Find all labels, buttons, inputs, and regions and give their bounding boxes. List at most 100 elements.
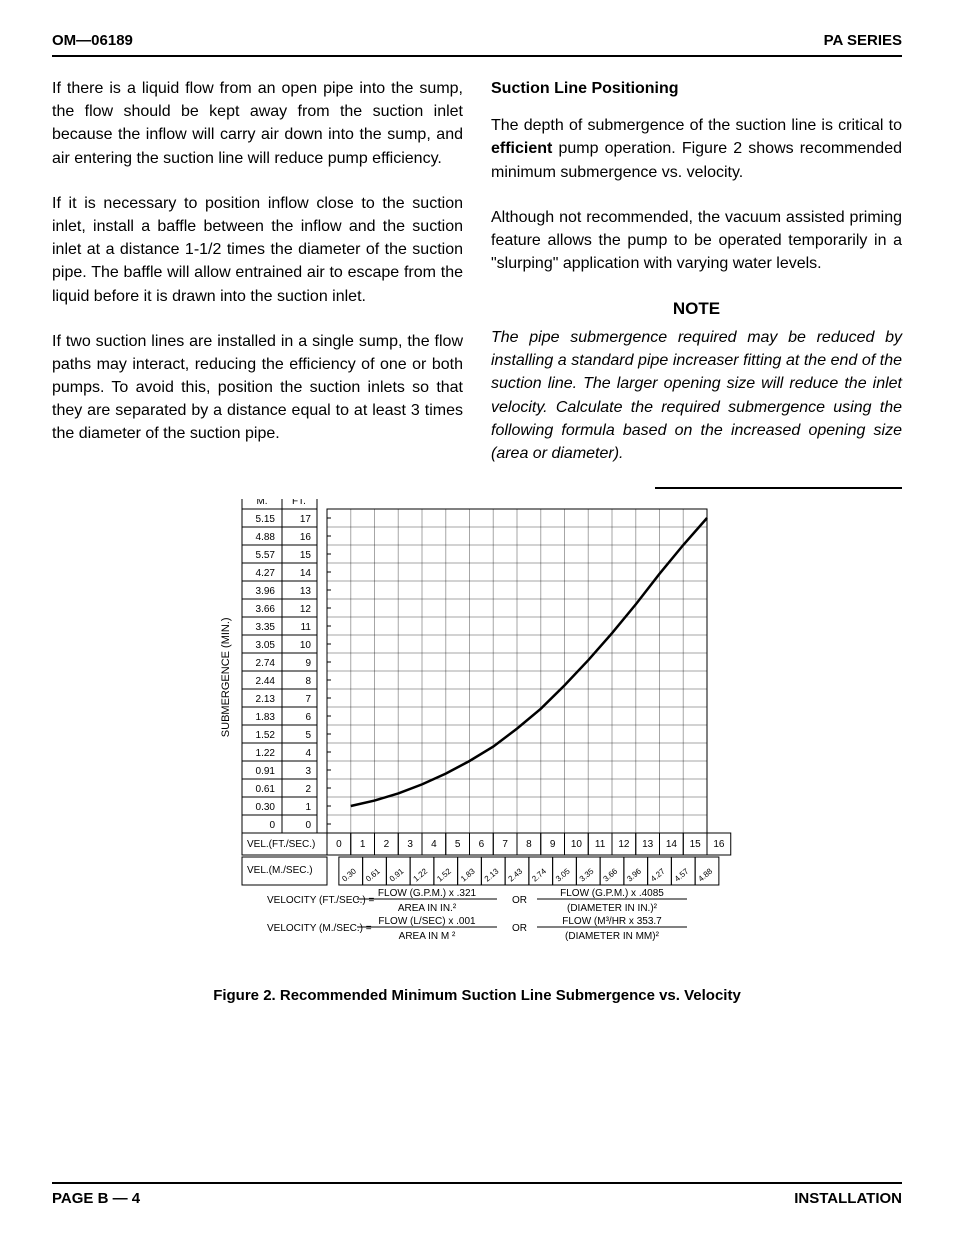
svg-text:VELOCITY (FT./SEC.) =: VELOCITY (FT./SEC.) =	[267, 895, 374, 906]
section-head-suction-line: Suction Line Positioning	[491, 77, 902, 100]
svg-text:FLOW (G.P.M.) x .4085: FLOW (G.P.M.) x .4085	[560, 888, 664, 899]
svg-text:4.27: 4.27	[256, 568, 276, 579]
para-two-suction-lines: If two suction lines are installed in a …	[52, 330, 463, 446]
svg-text:(DIAMETER IN MM)²: (DIAMETER IN MM)²	[565, 931, 660, 942]
svg-text:15: 15	[690, 839, 702, 850]
svg-text:0.91: 0.91	[256, 766, 276, 777]
two-column-body: If there is a liquid flow from an open p…	[52, 77, 902, 489]
svg-text:2: 2	[305, 784, 311, 795]
svg-text:2.74: 2.74	[530, 866, 548, 883]
page: OM—06189 PA SERIES If there is a liquid …	[0, 0, 954, 1235]
svg-text:5.57: 5.57	[256, 550, 276, 561]
svg-text:0.91: 0.91	[388, 866, 406, 883]
svg-text:2.74: 2.74	[256, 658, 276, 669]
svg-text:3: 3	[407, 839, 413, 850]
svg-text:10: 10	[300, 640, 312, 651]
note-heading: NOTE	[491, 297, 902, 322]
text: The depth of submergence of the suction …	[491, 117, 902, 134]
svg-text:1.22: 1.22	[412, 866, 430, 883]
svg-text:4.88: 4.88	[256, 532, 276, 543]
svg-text:4: 4	[431, 839, 437, 850]
svg-text:0: 0	[269, 820, 275, 831]
svg-text:11: 11	[595, 839, 606, 850]
svg-text:(DIAMETER IN IN.)²: (DIAMETER IN IN.)²	[567, 903, 658, 914]
svg-text:5: 5	[455, 839, 461, 850]
svg-text:FLOW (M³/HR x 353.7: FLOW (M³/HR x 353.7	[562, 916, 662, 927]
svg-text:OR: OR	[512, 923, 527, 934]
svg-text:16: 16	[300, 532, 312, 543]
svg-text:7: 7	[305, 694, 311, 705]
page-header: OM—06189 PA SERIES	[52, 32, 902, 57]
svg-text:SUBMERGENCE (MIN.): SUBMERGENCE (MIN.)	[220, 617, 232, 737]
para-liquid-flow: If there is a liquid flow from an open p…	[52, 77, 463, 170]
svg-text:6: 6	[305, 712, 311, 723]
svg-text:3.96: 3.96	[625, 866, 643, 883]
svg-text:9: 9	[550, 839, 556, 850]
svg-text:5: 5	[305, 730, 311, 741]
page-footer: PAGE B — 4 INSTALLATION	[52, 1182, 902, 1207]
svg-text:3.66: 3.66	[256, 604, 276, 615]
svg-text:11: 11	[301, 622, 312, 633]
left-column: If there is a liquid flow from an open p…	[52, 77, 463, 489]
svg-text:0.61: 0.61	[364, 866, 382, 883]
svg-text:1.52: 1.52	[256, 730, 276, 741]
svg-text:3: 3	[305, 766, 311, 777]
svg-text:14: 14	[666, 839, 678, 850]
svg-text:8: 8	[305, 676, 311, 687]
svg-text:1.22: 1.22	[256, 748, 276, 759]
svg-text:FLOW (G.P.M.) x .321: FLOW (G.P.M.) x .321	[378, 888, 477, 899]
svg-text:7: 7	[502, 839, 508, 850]
svg-text:2.13: 2.13	[256, 694, 276, 705]
figure-caption: Figure 2. Recommended Minimum Suction Li…	[52, 987, 902, 1004]
svg-text:10: 10	[571, 839, 583, 850]
svg-text:1.52: 1.52	[435, 866, 453, 883]
svg-text:0.30: 0.30	[340, 866, 358, 883]
svg-text:8: 8	[526, 839, 532, 850]
svg-text:3.35: 3.35	[578, 866, 596, 883]
para-submergence: The depth of submergence of the suction …	[491, 114, 902, 184]
svg-text:VEL.(FT./SEC.): VEL.(FT./SEC.)	[247, 839, 315, 850]
svg-text:13: 13	[642, 839, 654, 850]
svg-text:17: 17	[300, 514, 312, 525]
text: pump operation. Figure 2 shows recommend…	[491, 140, 902, 180]
svg-text:2.13: 2.13	[483, 866, 501, 883]
svg-text:FLOW (L/SEC) x .001: FLOW (L/SEC) x .001	[378, 916, 476, 927]
para-baffle: If it is necessary to position inflow cl…	[52, 192, 463, 308]
svg-text:1.83: 1.83	[459, 866, 477, 883]
svg-text:3.05: 3.05	[554, 866, 572, 883]
svg-text:VELOCITY (M./SEC.) =: VELOCITY (M./SEC.) =	[267, 923, 372, 934]
svg-text:0: 0	[305, 820, 311, 831]
svg-text:5.15: 5.15	[256, 514, 276, 525]
svg-text:VEL.(M./SEC.): VEL.(M./SEC.)	[247, 865, 313, 876]
svg-text:AREA IN IN.²: AREA IN IN.²	[398, 903, 457, 914]
note-rule	[655, 487, 902, 489]
right-column: Suction Line Positioning The depth of su…	[491, 77, 902, 489]
bold-efficient: efficient	[491, 140, 552, 157]
svg-text:14: 14	[300, 568, 312, 579]
footer-left: PAGE B — 4	[52, 1190, 140, 1207]
svg-text:4.88: 4.88	[697, 866, 715, 883]
svg-text:M.: M.	[256, 499, 267, 507]
svg-text:3.05: 3.05	[256, 640, 276, 651]
svg-text:4: 4	[305, 748, 311, 759]
para-slurping: Although not recommended, the vacuum ass…	[491, 206, 902, 276]
header-left: OM—06189	[52, 32, 133, 49]
svg-text:AREA IN M ²: AREA IN M ²	[399, 931, 456, 942]
svg-text:FT.: FT.	[292, 499, 306, 507]
figure-wrap: M.FT.5.15174.88165.57154.27143.96133.661…	[52, 499, 902, 1004]
svg-text:0: 0	[336, 839, 342, 850]
svg-text:OR: OR	[512, 895, 527, 906]
svg-text:3.96: 3.96	[256, 586, 276, 597]
svg-text:0.61: 0.61	[256, 784, 276, 795]
footer-right: INSTALLATION	[794, 1190, 902, 1207]
svg-text:6: 6	[479, 839, 485, 850]
svg-text:1: 1	[305, 802, 311, 813]
submergence-chart: M.FT.5.15174.88165.57154.27143.96133.661…	[197, 499, 757, 979]
svg-text:2.44: 2.44	[256, 676, 276, 687]
svg-text:16: 16	[713, 839, 725, 850]
svg-text:12: 12	[618, 839, 630, 850]
svg-text:4.57: 4.57	[673, 866, 691, 883]
svg-text:0.30: 0.30	[256, 802, 276, 813]
svg-text:12: 12	[300, 604, 312, 615]
header-right: PA SERIES	[824, 32, 902, 49]
